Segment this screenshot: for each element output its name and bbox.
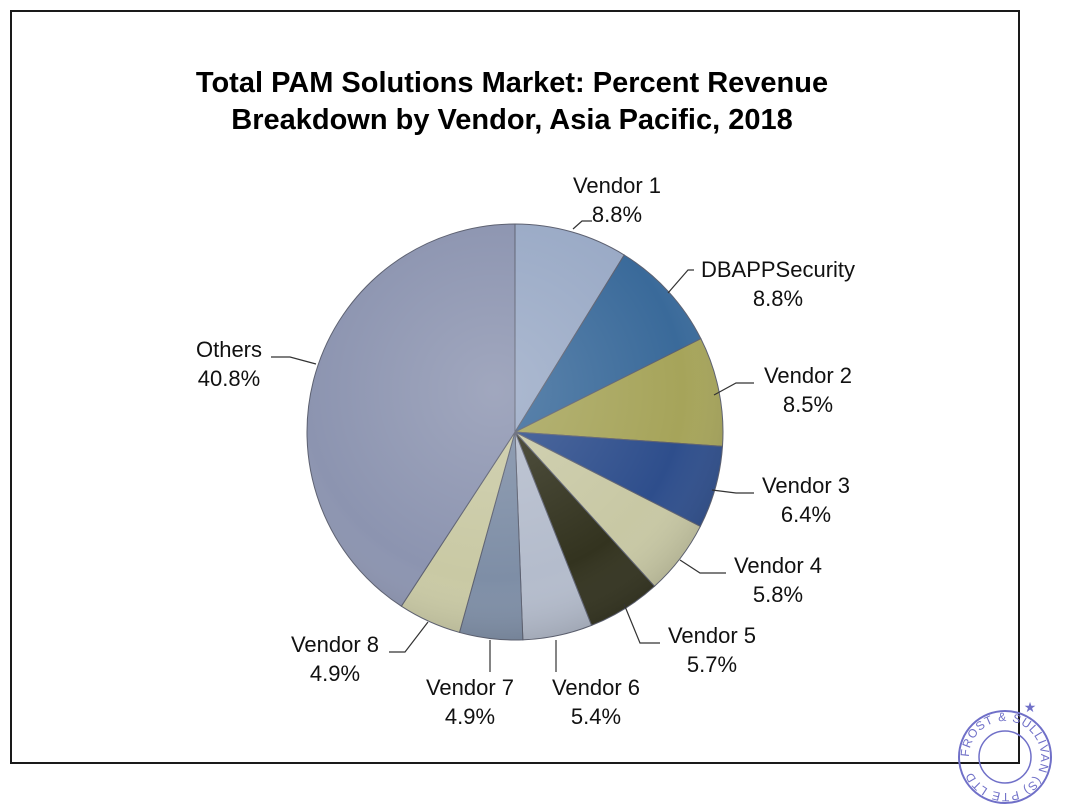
slice-labels: Vendor 1 8.8% DBAPPSecurity 8.8% Vendor 2 8.5… <box>196 173 855 729</box>
slice-value-label: 6.4% <box>781 502 831 527</box>
leader-line-vendor-1 <box>572 220 592 230</box>
slice-name-label: Vendor 4 <box>734 553 822 578</box>
slice-value-label: 8.8% <box>592 202 642 227</box>
slice-value-label: 5.4% <box>571 704 621 729</box>
slice-value-label: 5.7% <box>687 652 737 677</box>
leader-line-others <box>271 356 317 365</box>
stamp-star-icon: ★ <box>1024 699 1037 715</box>
slice-value-label: 4.9% <box>310 661 360 686</box>
leader-line-vendor-8 <box>389 621 429 653</box>
leader-line-dbappsecurity <box>667 269 694 294</box>
slice-value-label: 8.5% <box>783 392 833 417</box>
slice-value-label: 5.8% <box>753 582 803 607</box>
company-stamp: FROST & SULLIVAN (S) PTE LTD ★ <box>958 699 1052 804</box>
slice-name-label: Vendor 6 <box>552 675 640 700</box>
chart-title-line-1: Total PAM Solutions Market: Percent Reve… <box>196 67 828 99</box>
slice-value-label: 4.9% <box>445 704 495 729</box>
slice-name-label: Vendor 3 <box>762 473 850 498</box>
slice-name-label: Vendor 2 <box>764 363 852 388</box>
leader-line-vendor-3 <box>711 489 754 494</box>
leader-lines <box>271 220 754 672</box>
slice-name-label: Vendor 7 <box>426 675 514 700</box>
leader-line-vendor-5 <box>623 603 660 644</box>
chart-title-line-2: Breakdown by Vendor, Asia Pacific, 2018 <box>231 104 792 136</box>
slice-value-label: 8.8% <box>753 286 803 311</box>
slice-name-label: DBAPPSecurity <box>701 257 855 282</box>
leader-line-vendor-2 <box>713 382 754 396</box>
slice-value-label: 40.8% <box>198 366 260 391</box>
slice-name-label: Vendor 5 <box>668 623 756 648</box>
slice-name-label: Others <box>196 337 262 362</box>
leader-line-vendor-4 <box>679 559 726 574</box>
slice-name-label: Vendor 1 <box>573 173 661 198</box>
slice-name-label: Vendor 8 <box>291 632 379 657</box>
pie-slices <box>306 223 724 641</box>
